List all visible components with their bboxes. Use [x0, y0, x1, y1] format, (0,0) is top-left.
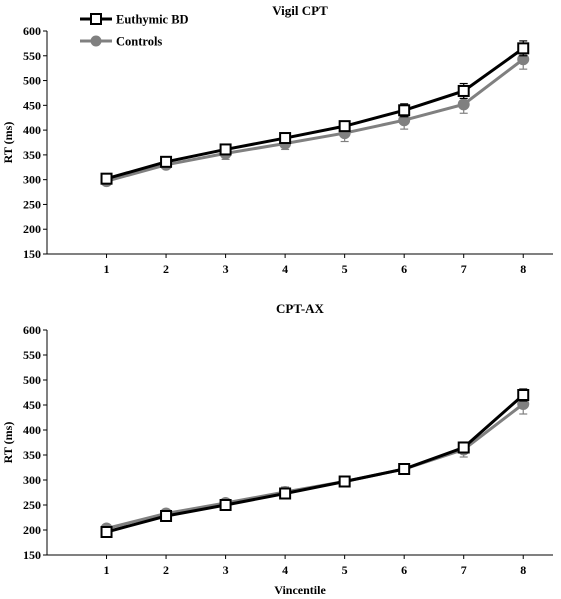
x-tick-label: 6: [401, 563, 407, 577]
y-tick-label: 350: [23, 148, 41, 162]
x-tick-label: 7: [461, 563, 467, 577]
data-point: [279, 487, 292, 500]
chart-panel-vigil-cpt: Vigil CPT 150 200 250 300 350 400 450 500 550 600 1…: [1, 3, 553, 276]
x-tick-label: 2: [163, 563, 169, 577]
y-tick-label: 450: [23, 98, 41, 112]
y-tick-label: 250: [23, 197, 41, 211]
y-tick-label: 500: [23, 373, 41, 387]
y-tick-label: 400: [23, 423, 41, 437]
legend-item: Euthymic BD: [80, 13, 189, 27]
x-tick-label: 1: [104, 262, 110, 276]
y-axis-label: RT (ms): [1, 422, 15, 464]
chart-title: CPT-AX: [276, 301, 325, 316]
y-axis-label: RT (ms): [1, 122, 15, 164]
series-line: [106, 393, 525, 534]
x-tick-label: 5: [342, 563, 348, 577]
chart-title: Vigil CPT: [272, 3, 328, 18]
x-tick-label: 6: [401, 262, 407, 276]
y-tick-label: 250: [23, 498, 41, 512]
data-point: [338, 475, 351, 488]
x-tick-label: 4: [282, 262, 288, 276]
x-tick-label: 4: [282, 563, 288, 577]
x-axis-label: Vincentile: [274, 583, 326, 597]
x-tick-label: 1: [104, 563, 110, 577]
legend-item: Controls: [80, 35, 162, 49]
legend-marker: [90, 35, 102, 47]
y-tick-label: 550: [23, 348, 41, 362]
chart-panel-cpt-ax: CPT-AX 150 200 250 300 350 400 450 500 550 600 1 2 3 4…: [1, 301, 553, 597]
data-point: [219, 499, 232, 511]
data-point: [457, 441, 470, 454]
x-tick-label: 5: [342, 262, 348, 276]
x-tick-label: 8: [520, 262, 526, 276]
legend-label: Euthymic BD: [116, 13, 189, 27]
data-point: [398, 104, 411, 117]
y-tick-label: 550: [23, 49, 41, 63]
series-euthymic-bd: [100, 40, 530, 185]
y-tick-label: 350: [23, 448, 41, 462]
x-tick-label: 7: [461, 262, 467, 276]
data-point: [100, 172, 113, 185]
series-euthymic-bd: [100, 388, 530, 538]
y-tick-label: 600: [23, 323, 41, 337]
data-point: [160, 155, 173, 168]
y-tick-label: 400: [23, 123, 41, 137]
data-point: [219, 143, 232, 156]
x-tick-label: 2: [163, 262, 169, 276]
x-tick-label: 3: [223, 262, 229, 276]
data-point: [517, 389, 530, 401]
x-tick-label: 3: [223, 563, 229, 577]
series-line: [106, 47, 525, 181]
data-point: [457, 98, 470, 111]
legend-label: Controls: [116, 35, 162, 49]
data-point: [398, 463, 411, 475]
legend: Euthymic BD Controls: [80, 13, 189, 49]
data-point: [100, 526, 113, 538]
data-point: [279, 132, 292, 145]
legend-marker: [90, 13, 102, 25]
data-point: [338, 120, 351, 133]
series-line: [106, 58, 525, 183]
y-tick-label: 200: [23, 523, 41, 537]
y-tick-label: 300: [23, 473, 41, 487]
y-tick-label: 300: [23, 173, 41, 187]
y-tick-label: 600: [23, 24, 41, 38]
y-tick-label: 450: [23, 398, 41, 412]
y-tick-label: 200: [23, 222, 41, 236]
data-point: [160, 510, 173, 522]
y-tick-label: 150: [23, 247, 41, 261]
x-tick-label: 8: [520, 563, 526, 577]
data-point: [517, 42, 530, 55]
y-tick-label: 150: [23, 548, 41, 562]
data-point: [457, 84, 470, 97]
y-tick-label: 500: [23, 74, 41, 88]
